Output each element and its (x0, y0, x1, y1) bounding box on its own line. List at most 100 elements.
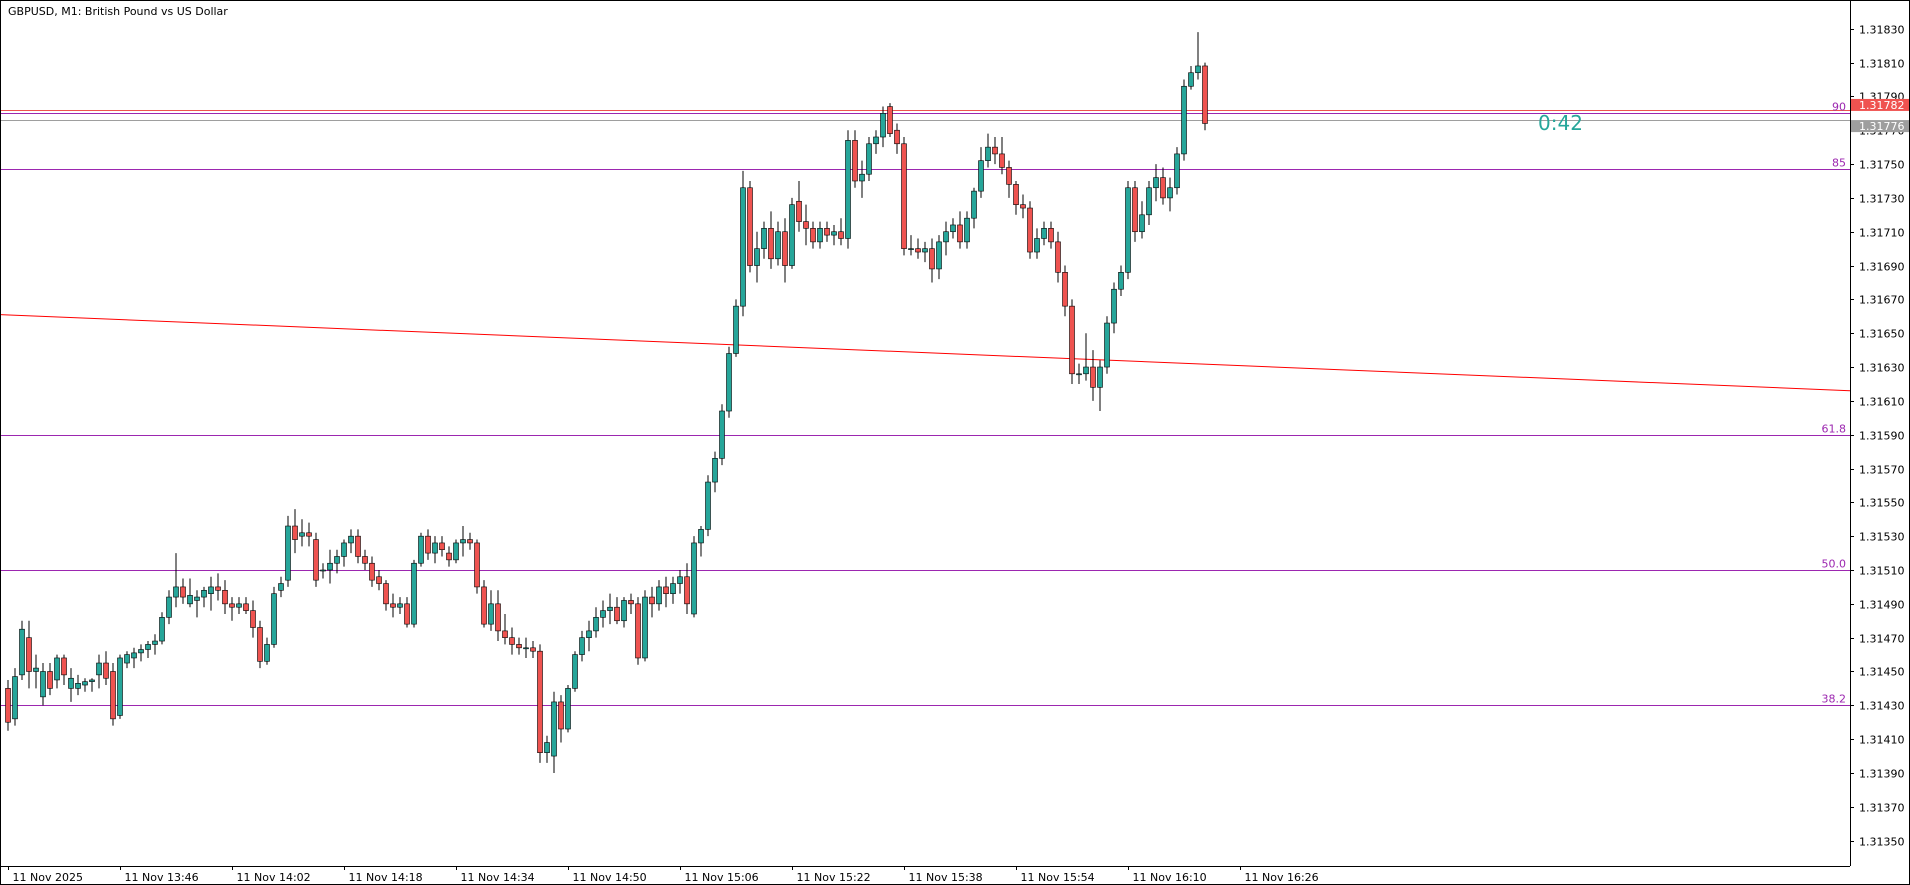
candle-body[interactable] (656, 586, 662, 605)
candle-body[interactable] (873, 136, 879, 145)
candle-body[interactable] (229, 603, 235, 608)
candle-body[interactable] (89, 679, 95, 682)
candle-body[interactable] (243, 603, 249, 611)
candle-body[interactable] (341, 542, 347, 557)
candle-body[interactable] (796, 200, 802, 222)
candle-body[interactable] (908, 248, 914, 250)
candle-body[interactable] (1146, 187, 1152, 216)
candle-body[interactable] (152, 640, 158, 645)
candle-body[interactable] (691, 542, 697, 615)
candle-body[interactable] (1034, 238, 1040, 253)
candle-body[interactable] (621, 600, 627, 622)
candle-body[interactable] (719, 410, 725, 459)
candle-body[interactable] (1104, 322, 1110, 368)
candle-body[interactable] (1139, 214, 1145, 233)
candle-body[interactable] (649, 596, 655, 605)
candle-body[interactable] (1118, 272, 1124, 290)
candle-body[interactable] (775, 231, 781, 260)
candle-body[interactable] (1083, 366, 1089, 375)
candle-body[interactable] (516, 644, 522, 649)
candle-body[interactable] (292, 525, 298, 540)
candle-body[interactable] (1069, 305, 1075, 375)
candle-body[interactable] (1097, 366, 1103, 388)
candle-body[interactable] (47, 671, 53, 689)
candle-body[interactable] (1167, 187, 1173, 199)
candle-body[interactable] (1055, 241, 1061, 273)
candle-body[interactable] (145, 644, 151, 650)
candle-body[interactable] (103, 662, 109, 679)
candle-body[interactable] (250, 610, 256, 628)
candle-body[interactable] (1076, 373, 1082, 376)
candle-body[interactable] (1202, 65, 1208, 124)
candle-body[interactable] (810, 228, 816, 243)
candle-body[interactable] (19, 628, 25, 676)
candle-body[interactable] (880, 113, 886, 138)
candle-body[interactable] (180, 586, 186, 598)
candle-body[interactable] (1041, 228, 1047, 239)
candle-body[interactable] (264, 644, 270, 662)
candle-body[interactable] (565, 688, 571, 730)
candle-body[interactable] (663, 586, 669, 594)
candle-body[interactable] (425, 535, 431, 554)
candle-body[interactable] (138, 649, 144, 654)
candle-body[interactable] (698, 529, 704, 544)
candle-body[interactable] (257, 627, 263, 662)
candle-body[interactable] (306, 532, 312, 537)
candle-body[interactable] (68, 677, 74, 689)
candle-body[interactable] (285, 525, 291, 581)
candle-body[interactable] (355, 535, 361, 557)
candle-body[interactable] (817, 228, 823, 243)
candle-body[interactable] (271, 593, 277, 645)
candle-body[interactable] (936, 241, 942, 270)
candle-body[interactable] (495, 603, 501, 632)
candle-body[interactable] (894, 129, 900, 145)
candle-body[interactable] (607, 606, 613, 611)
candle-body[interactable] (509, 637, 515, 645)
candle-body[interactable] (1020, 204, 1026, 209)
candle-body[interactable] (1132, 187, 1138, 233)
candle-body[interactable] (369, 562, 375, 581)
candle-body[interactable] (397, 603, 403, 608)
candle-body[interactable] (502, 630, 508, 638)
candle-body[interactable] (901, 143, 907, 249)
candle-body[interactable] (761, 228, 767, 249)
candle-body[interactable] (383, 583, 389, 605)
candle-body[interactable] (1153, 177, 1159, 189)
candle-body[interactable] (551, 701, 557, 757)
candle-body[interactable] (831, 231, 837, 236)
candle-body[interactable] (1188, 72, 1194, 87)
candle-body[interactable] (131, 652, 137, 659)
candle-body[interactable] (82, 681, 88, 686)
candle-body[interactable] (327, 562, 333, 571)
candle-body[interactable] (964, 217, 970, 243)
candle-body[interactable] (1090, 366, 1096, 388)
candle-body[interactable] (488, 603, 494, 625)
candle-body[interactable] (481, 586, 487, 625)
candle-body[interactable] (845, 140, 851, 239)
candle-body[interactable] (929, 248, 935, 270)
candle-body[interactable] (278, 583, 284, 591)
candle-body[interactable] (166, 596, 172, 618)
candle-body[interactable] (173, 586, 179, 598)
candle-body[interactable] (320, 569, 326, 572)
candle-body[interactable] (194, 596, 200, 601)
candle-body[interactable] (75, 683, 81, 689)
candle-body[interactable] (208, 586, 214, 594)
candle-body[interactable] (950, 224, 956, 233)
candle-body[interactable] (670, 583, 676, 594)
candle-body[interactable] (523, 647, 529, 650)
candle-body[interactable] (803, 221, 809, 229)
candle-body[interactable] (957, 224, 963, 243)
candle-body[interactable] (110, 671, 116, 720)
candle-body[interactable] (915, 248, 921, 253)
candle-body[interactable] (1174, 153, 1180, 189)
candle-body[interactable] (705, 481, 711, 530)
candle-body[interactable] (215, 586, 221, 591)
candle-body[interactable] (677, 576, 683, 584)
candle-body[interactable] (236, 603, 242, 608)
candle-body[interactable] (579, 637, 585, 655)
candle-body[interactable] (26, 637, 32, 672)
candle-body[interactable] (733, 305, 739, 354)
candle-body[interactable] (1195, 65, 1201, 74)
